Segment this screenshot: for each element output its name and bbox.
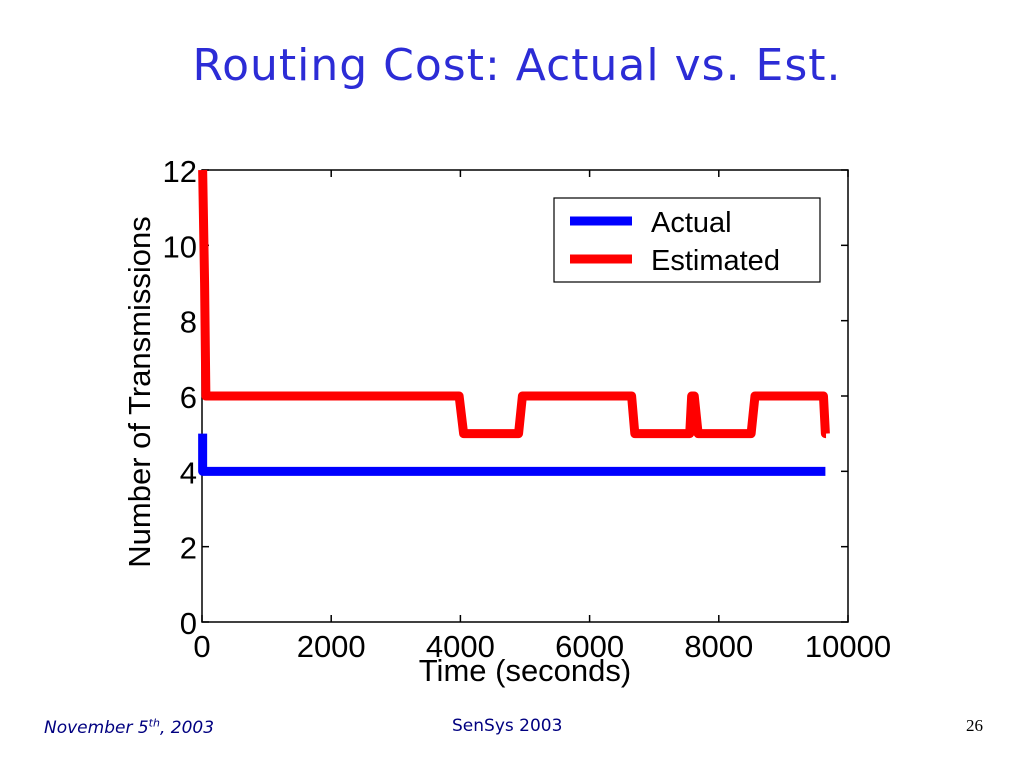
x-axis-label: Time (seconds): [419, 653, 631, 688]
series-line-estimated: [198, 169, 830, 439]
footer-date-sup: th: [148, 716, 160, 729]
footer-conference: SenSys 2003: [452, 716, 563, 736]
y-axis-label: Number of Transmissions: [122, 216, 157, 567]
x-tick-label: 2000: [297, 629, 366, 664]
footer-date: November 5th, 2003: [44, 716, 214, 738]
slide-title: Routing Cost: Actual vs. Est.: [192, 40, 842, 91]
y-tick-label: 8: [180, 305, 197, 340]
y-tick-label: 4: [180, 455, 197, 490]
y-tick-label: 10: [163, 229, 197, 264]
legend-box: [553, 197, 821, 283]
y-tick-label: 12: [163, 154, 197, 189]
axis-ticks: 0 2 4 6 8 10 12 0 2000 4000 6000 8000 10000: [163, 154, 892, 664]
legend-label: Estimated: [651, 245, 780, 277]
x-tick-label: 8000: [684, 629, 753, 664]
x-tick-label: 10000: [805, 629, 891, 664]
x-tick-label: 0: [193, 629, 210, 664]
series-line-actual: [198, 433, 826, 476]
x-tick-label: 6000: [555, 629, 624, 664]
footer-date-main: November 5: [44, 717, 149, 738]
legend: Actual Estimated: [553, 197, 821, 283]
x-tick-label: 4000: [426, 629, 495, 664]
legend-label: Actual: [651, 207, 732, 239]
y-tick-label: 6: [180, 380, 197, 415]
footer-date-year: , 2003: [159, 717, 215, 738]
y-tick-label: 0: [180, 606, 197, 641]
y-tick-label: 2: [180, 531, 197, 566]
series-layer: [198, 169, 830, 476]
page-number: 26: [966, 716, 983, 735]
